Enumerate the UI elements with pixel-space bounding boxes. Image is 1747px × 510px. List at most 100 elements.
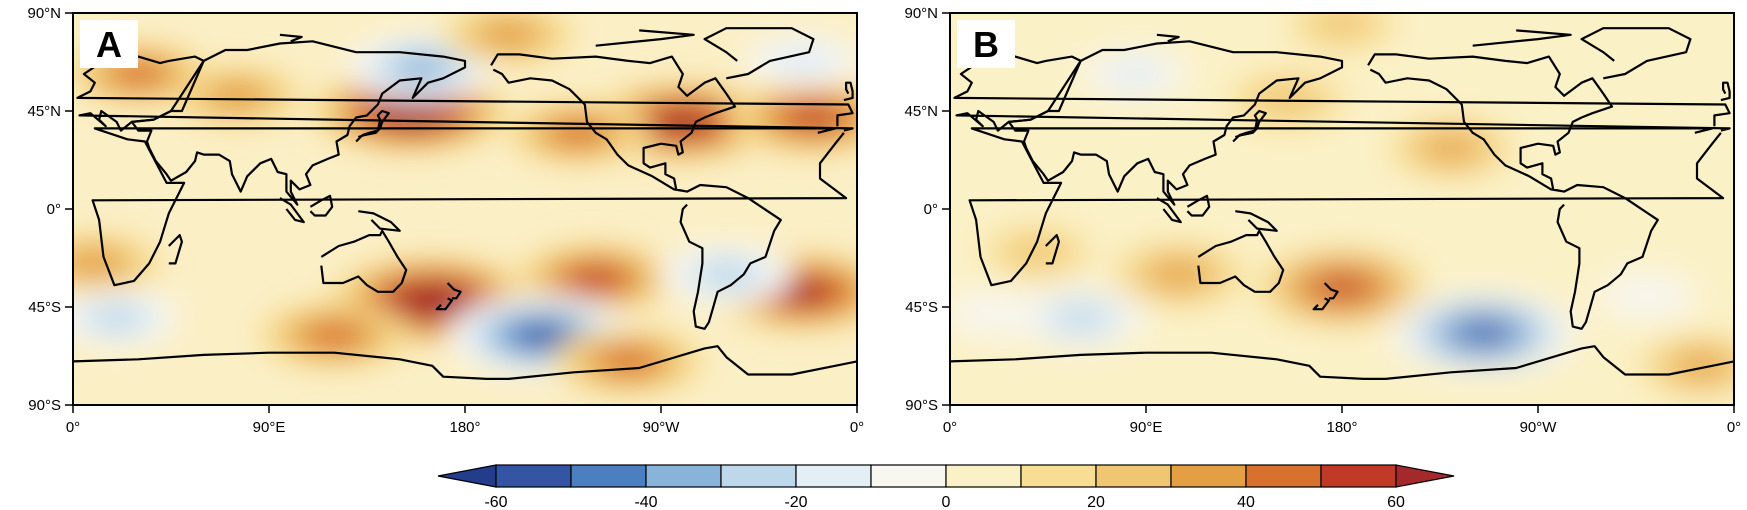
colorbar-tick-label: -40 xyxy=(634,494,657,510)
coastline xyxy=(73,345,857,380)
coastlines xyxy=(950,27,1734,380)
anomaly-contour xyxy=(1051,304,1110,331)
colorbar-swatch xyxy=(870,464,947,488)
anomaly-contour xyxy=(390,102,431,120)
colorbar-swatch xyxy=(1020,464,1097,488)
anomaly-contour xyxy=(1674,353,1729,379)
anomaly-contour xyxy=(89,305,144,331)
panel-label-box xyxy=(80,20,138,68)
coastline xyxy=(679,183,782,330)
coastline xyxy=(91,127,848,287)
panel-b: B 90°N 45°N 0° 45°S 90°S 0° 90°E 180° 90°W 0° xyxy=(904,5,1741,436)
coastline xyxy=(1367,53,1614,193)
anomaly-contour xyxy=(1309,13,1375,39)
coastline xyxy=(1312,297,1330,311)
coastline xyxy=(168,234,183,265)
anomaly-contour xyxy=(396,56,447,79)
colorbar-extend-low xyxy=(437,464,497,488)
panel-a: A 90°N 45°N 0° 45°S 90°S 0° 90°E 180° 90°W 0° xyxy=(27,5,864,436)
coastline xyxy=(1720,81,1731,102)
colorbar-swatch xyxy=(1170,464,1247,488)
anomaly-field xyxy=(73,13,857,396)
colorbar-tick-label: -60 xyxy=(484,494,507,510)
coastline xyxy=(1156,197,1182,224)
coastline xyxy=(1156,33,1180,43)
colorbar-swatch xyxy=(795,464,872,488)
colorbar-swatch xyxy=(720,464,797,488)
coastline xyxy=(279,197,305,224)
lat-tick-label: 90°S xyxy=(905,397,938,414)
panel-label: A xyxy=(96,24,122,65)
anomaly-contour xyxy=(697,261,756,288)
coastline xyxy=(1235,210,1278,232)
lon-tick-label: 90°E xyxy=(253,419,286,436)
coastlines xyxy=(73,27,857,380)
lat-tick-label: 90°S xyxy=(28,397,61,414)
coastline xyxy=(1580,27,1692,80)
anomaly-contour xyxy=(767,44,838,78)
coastline xyxy=(703,27,815,80)
coastline xyxy=(490,53,737,193)
coastline xyxy=(1045,234,1060,265)
coastline xyxy=(1007,40,1344,206)
anomaly-contour xyxy=(309,324,360,347)
colorbar-swatch xyxy=(1320,464,1397,488)
axis-ticks: 90°N 45°N 0° 45°S 90°S 0° 90°E 180° 90°W 0° xyxy=(904,5,1741,436)
coastline xyxy=(843,81,854,102)
colorbar-swatch xyxy=(1245,464,1322,488)
colorbar-swatch xyxy=(945,464,1022,488)
anomaly-contour xyxy=(1103,58,1168,90)
anomaly-contour xyxy=(479,21,538,48)
anomaly-contour xyxy=(573,268,618,289)
coastline xyxy=(130,40,467,206)
lon-tick-label: 90°W xyxy=(1520,419,1558,436)
coastline xyxy=(355,109,390,143)
coastline xyxy=(446,282,462,300)
lon-tick-label: 0° xyxy=(1727,419,1741,436)
anomaly-contour xyxy=(950,290,1043,338)
anomaly-contour xyxy=(1318,277,1366,298)
anomaly-contour xyxy=(114,63,163,85)
lon-tick-label: 0° xyxy=(850,419,864,436)
coastline xyxy=(953,53,1731,132)
coastline xyxy=(1323,282,1339,300)
panel-label: B xyxy=(973,24,999,65)
lat-tick-label: 45°N xyxy=(904,103,938,120)
coastline xyxy=(76,53,854,132)
colorbar-tick-label: 60 xyxy=(1387,494,1405,510)
colorbar-tick-label: 40 xyxy=(1237,494,1255,510)
lat-tick-label: 45°N xyxy=(27,103,61,120)
colorbar-tick-label: 20 xyxy=(1087,494,1105,510)
colorbar-swatch xyxy=(570,464,647,488)
anomaly-contour xyxy=(1149,261,1208,288)
colorbar-swatch xyxy=(645,464,722,488)
lon-tick-label: 0° xyxy=(943,419,957,436)
coastline xyxy=(1472,29,1572,47)
colorbar-swatch xyxy=(1095,464,1172,488)
coastline xyxy=(279,33,303,43)
anomaly-contour xyxy=(411,291,453,310)
panel-label-box xyxy=(957,20,1015,68)
lon-tick-label: 0° xyxy=(66,419,80,436)
coastline xyxy=(1197,229,1285,293)
lat-tick-label: 45°S xyxy=(905,299,938,316)
lat-tick-label: 90°N xyxy=(27,5,61,22)
lat-tick-label: 45°S xyxy=(28,299,61,316)
anomaly-contour xyxy=(519,325,563,345)
coastline xyxy=(309,194,334,217)
colorbar-extend-high xyxy=(1395,464,1455,488)
coastline xyxy=(968,127,1725,287)
anomaly-contour xyxy=(73,250,124,277)
anomaly-contour xyxy=(781,282,824,301)
lon-tick-label: 180° xyxy=(1326,419,1357,436)
anomaly-contour xyxy=(1461,323,1506,343)
lat-tick-label: 90°N xyxy=(904,5,938,22)
coastline xyxy=(595,29,695,47)
axis-ticks: 90°N 45°N 0° 45°S 90°S 0° 90°E 180° 90°W 0° xyxy=(27,5,864,436)
lat-tick-label: 0° xyxy=(924,201,938,218)
anomaly-contour xyxy=(1597,272,1696,320)
colorbar: -60 -40 -20 0 20 40 60 xyxy=(437,464,1455,510)
coastline xyxy=(1232,109,1267,143)
coastline xyxy=(950,345,1734,380)
colorbar-tick-label: -20 xyxy=(784,494,807,510)
